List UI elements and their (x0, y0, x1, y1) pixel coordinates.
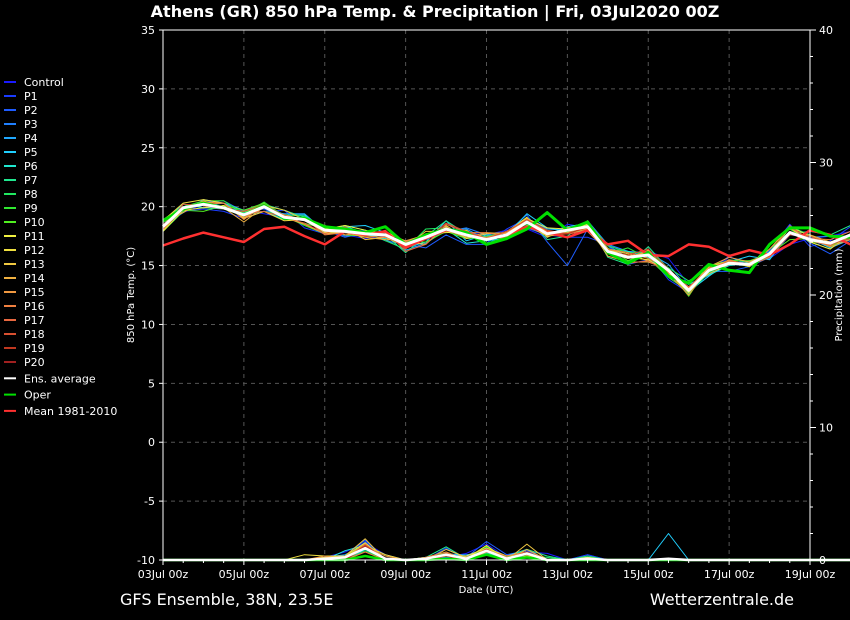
legend-label: P9 (24, 202, 38, 215)
legend-label: P3 (24, 118, 38, 131)
y-tick-label: 10 (141, 318, 155, 331)
x-tick-label: 19Jul 00z (785, 568, 836, 581)
legend-label: P5 (24, 146, 38, 159)
legend-label: P2 (24, 104, 38, 117)
y2-tick-label: 0 (819, 554, 826, 567)
y-tick-label: 25 (141, 142, 155, 155)
legend-label: P14 (24, 272, 45, 285)
y-tick-label: 30 (141, 83, 155, 96)
legend-label: P19 (24, 342, 45, 355)
y-tick-label: 35 (141, 24, 155, 37)
y-tick-label: 0 (148, 436, 155, 449)
x-tick-label: 11Jul 00z (461, 568, 512, 581)
right-axis-ticks: 40 30 20 10 0 (810, 24, 833, 567)
legend-label: P11 (24, 230, 45, 243)
legend-label: P8 (24, 188, 38, 201)
y2-tick-label: 40 (819, 24, 833, 37)
y-tick-label: -10 (137, 554, 155, 567)
y2-tick-label: 20 (819, 289, 833, 302)
legend-label: P18 (24, 328, 45, 341)
y-tick-label: -5 (144, 495, 155, 508)
x-tick-label: 09Jul 00z (380, 568, 431, 581)
legend-label: P4 (24, 132, 38, 145)
legend-label: P6 (24, 160, 38, 173)
x-tick-label: 03Jul 00z (138, 568, 189, 581)
x-tick-label: 13Jul 00z (542, 568, 593, 581)
legend-label: P7 (24, 174, 38, 187)
legend-label: P13 (24, 258, 45, 271)
legend-label: P1 (24, 90, 38, 103)
legend-label: P15 (24, 286, 45, 299)
legend-label: Ens. average (24, 372, 96, 385)
left-axis-ticks: 35 30 25 20 15 10 5 0 -5 -10 (137, 24, 163, 567)
legend-label: P17 (24, 314, 45, 327)
legend-label: Control (24, 76, 64, 89)
legend-label: P12 (24, 244, 45, 257)
legend: ControlP1P2P3P4P5P6P7P8P9P10P11P12P13P14… (4, 76, 117, 418)
y-tick-label: 15 (141, 260, 155, 273)
y-tick-label: 20 (141, 201, 155, 214)
legend-label: P16 (24, 300, 45, 313)
x-tick-label: 15Jul 00z (623, 568, 674, 581)
y2-tick-label: 30 (819, 157, 833, 170)
x-axis-ticks: 03Jul 00z 05Jul 00z 07Jul 00z 09Jul 00z 11Ju… (138, 560, 836, 581)
y-axis-label: 850 hPa Temp. (°C) (126, 247, 137, 343)
x-tick-label: 05Jul 00z (219, 568, 270, 581)
y2-axis-label: Precipitation (mm) (834, 248, 845, 341)
legend-label: Mean 1981-2010 (24, 405, 117, 418)
x-axis-label: Date (UTC) (459, 585, 514, 596)
y-tick-label: 5 (148, 377, 155, 390)
chart-title: Athens (GR) 850 hPa Temp. & Precipitatio… (151, 2, 720, 22)
x-tick-label: 07Jul 00z (299, 568, 350, 581)
y2-tick-label: 10 (819, 422, 833, 435)
legend-label: P10 (24, 216, 45, 229)
legend-label: Oper (24, 389, 51, 402)
legend-label: P20 (24, 356, 45, 369)
footer-site: Wetterzentrale.de (650, 590, 794, 609)
footer-source: GFS Ensemble, 38N, 23.5E (120, 590, 333, 609)
x-tick-label: 17Jul 00z (704, 568, 755, 581)
